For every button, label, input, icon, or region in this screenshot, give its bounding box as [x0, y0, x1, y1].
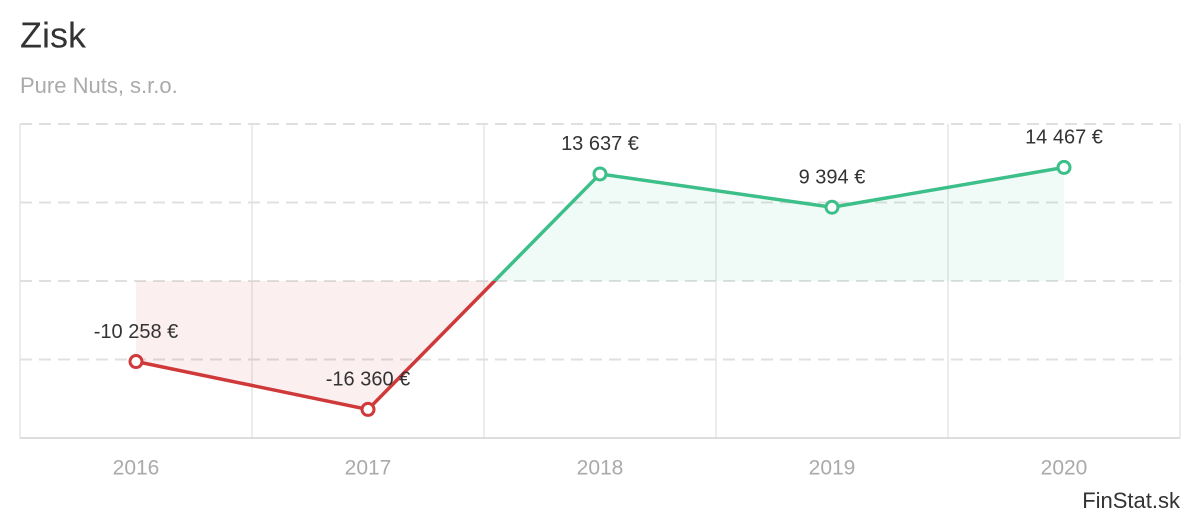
chart-subtitle: Pure Nuts, s.r.o.: [20, 73, 178, 98]
value-label: -10 258 €: [94, 321, 179, 343]
point: [360, 401, 376, 417]
area-negative: [136, 281, 1064, 410]
value-label: 9 394 €: [799, 167, 866, 189]
value-label: 13 637 €: [561, 133, 639, 155]
point: [1056, 159, 1072, 175]
point: [824, 199, 840, 215]
source: FinStat.sk: [1082, 488, 1181, 513]
line-negative: [135, 281, 497, 412]
chart-title: Zisk: [20, 15, 87, 56]
x-tick-label: 2020: [1041, 457, 1088, 480]
value-label: -16 360 €: [326, 369, 411, 391]
point: [128, 354, 144, 370]
point: [592, 166, 608, 182]
x-tick-label: 2017: [345, 457, 392, 480]
x-tick-label: 2018: [577, 457, 624, 480]
x-tick-label: 2019: [809, 457, 856, 480]
x-tick-label: 2016: [113, 457, 160, 480]
area-positive: [136, 167, 1064, 281]
value-label: 14 467 €: [1025, 127, 1103, 149]
